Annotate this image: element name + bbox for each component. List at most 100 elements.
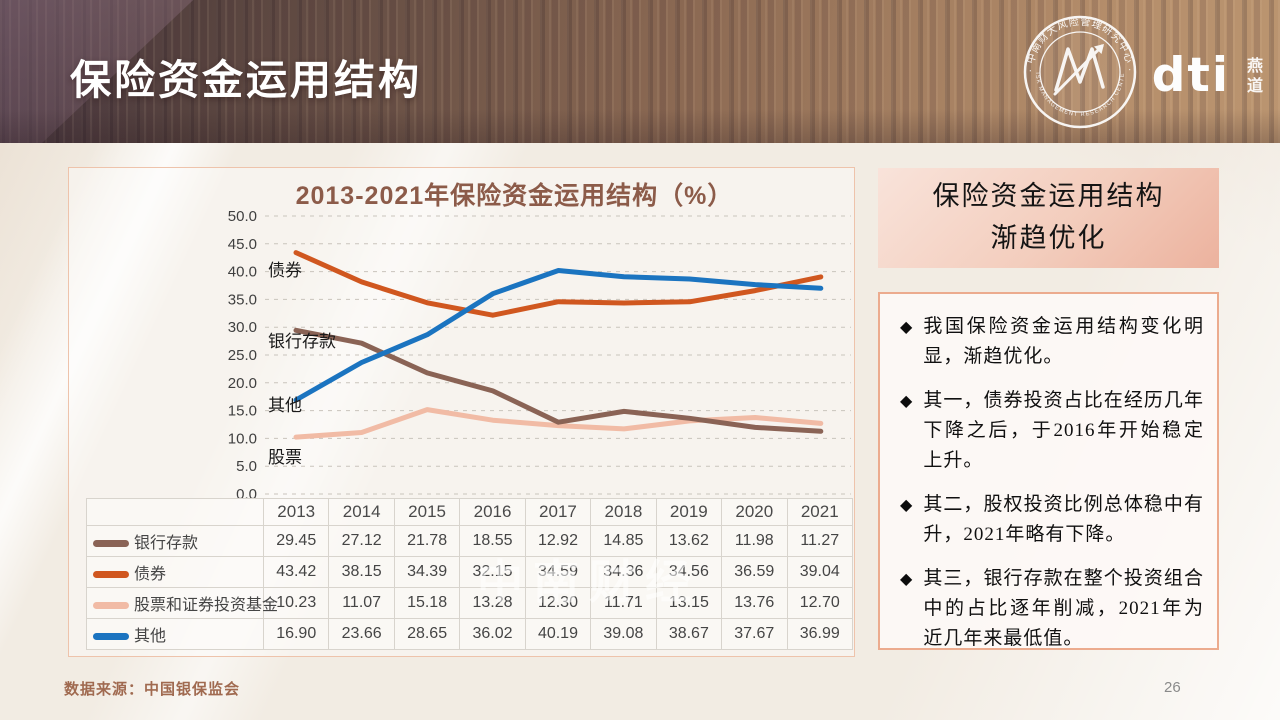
chart-data-table: 2013 2014 2015 2016 2017 2018 2019 2020 2021 银行存款…	[86, 498, 853, 650]
legend-swatch	[93, 633, 129, 641]
value-cell: 29.45	[262, 525, 330, 557]
bullet-text: 我国保险资金运用结构变化明显，渐趋优化。	[923, 316, 1204, 368]
legend-swatch	[93, 602, 129, 610]
value-cell: 34.36	[590, 556, 657, 588]
page-number: 26	[1164, 679, 1181, 696]
year-header-cell: 2015	[393, 498, 461, 526]
panel-title-line2: 渐趋优化	[990, 223, 1107, 253]
series-line-2	[293, 407, 824, 440]
year-header-cell: 2018	[590, 498, 657, 526]
slide-title: 保险资金运用结构	[70, 57, 422, 103]
value-cell: 12.92	[524, 525, 592, 557]
table-header-row: 2013 2014 2015 2016 2017 2018 2019 2020 2021	[86, 498, 853, 526]
dti-logo: dti	[1151, 47, 1230, 103]
value-cell: 13.28	[459, 587, 526, 619]
series-label-cell: 股票和证券投资基金	[86, 587, 278, 619]
value-cell: 15.18	[393, 587, 461, 619]
yandao-logo: 燕道	[1244, 57, 1261, 97]
value-cell: 34.56	[655, 556, 723, 588]
table-row: 股票和证券投资基金 10.23 11.07 15.18 13.28 12.30 11.71 1…	[86, 587, 853, 619]
value-cell: 23.66	[328, 618, 395, 650]
header-banner: 保险资金运用结构 · 中南财大风险管理研究中心 · RISK MANAGEMEN…	[0, 0, 1280, 143]
value-cell: 12.30	[524, 587, 592, 619]
value-cell: 39.08	[590, 618, 657, 650]
legend-swatch	[93, 540, 129, 548]
bullet-item: ◆ 其三，银行存款在整个投资组合中的占比逐年削减，2021年为近几年来最低值。	[900, 564, 1204, 650]
value-cell: 27.12	[328, 525, 395, 557]
bullet-diamond-icon: ◆	[900, 393, 913, 411]
series-label-cell: 债券	[86, 556, 264, 588]
legend-swatch	[93, 571, 129, 579]
value-cell: 36.59	[721, 556, 788, 588]
y-tick-label: 45.0	[228, 236, 257, 253]
table-row: 银行存款 29.45 27.12 21.78 18.55 12.92 14.85 13.62 1…	[86, 525, 853, 557]
value-cell: 11.98	[721, 525, 788, 557]
value-cell: 11.07	[328, 587, 395, 619]
year-header-cell: 2020	[721, 498, 788, 526]
commentary-panel: 保险资金运用结构 渐趋优化 ◆ 我国保险资金运用结构变化明显，渐趋优化。 ◆ 其一，债…	[878, 168, 1219, 650]
value-cell: 32.15	[459, 556, 526, 588]
value-cell: 34.39	[393, 556, 461, 588]
y-tick-label: 30.0	[228, 319, 257, 336]
year-header-cell: 2013	[262, 498, 330, 526]
value-cell: 16.90	[262, 618, 330, 650]
value-cell: 13.15	[655, 587, 723, 619]
y-tick-label: 35.0	[228, 291, 257, 308]
chart-card: 2013-2021年保险资金运用结构（%） 0.0 5.0 10.0 15.0 20.0…	[68, 167, 855, 657]
y-tick-label: 15.0	[228, 403, 257, 420]
value-cell: 40.19	[524, 618, 592, 650]
year-header-cell: 2017	[524, 498, 592, 526]
value-cell: 21.78	[393, 525, 461, 557]
value-cell: 14.85	[590, 525, 657, 557]
data-source-note: 数据来源：中国银保监会	[64, 681, 241, 698]
value-cell: 13.62	[655, 525, 723, 557]
logo-group: · 中南财大风险管理研究中心 · RISK MANAGEMENT RESEARC…	[1020, 8, 1264, 136]
y-tick-label: 50.0	[228, 208, 257, 225]
value-cell: 11.71	[590, 587, 657, 619]
y-tick-label: 5.0	[236, 458, 257, 475]
y-tick-label: 40.0	[228, 264, 257, 281]
series-line-1	[293, 250, 824, 318]
value-cell: 38.15	[328, 556, 395, 588]
year-header-cell: 2016	[459, 498, 526, 526]
value-cell: 18.55	[459, 525, 526, 557]
value-cell: 12.70	[786, 587, 853, 619]
series-inline-label: 债券	[268, 261, 302, 280]
value-cell: 36.02	[459, 618, 526, 650]
research-center-seal-icon: · 中南财大风险管理研究中心 · RISK MANAGEMENT RESEARC…	[1020, 12, 1137, 129]
line-chart: 0.05.010.015.020.025.030.035.040.045.050…	[228, 208, 851, 503]
series-label-cell: 银行存款	[86, 525, 264, 557]
bullet-text: 其一，债券投资占比在经历几年下降之后，于2016年开始稳定上升。	[923, 390, 1204, 472]
year-header-cell: 2019	[655, 498, 723, 526]
table-row: 其他 16.90 23.66 28.65 36.02 40.19 39.08 38.67 37.…	[86, 618, 853, 650]
panel-title: 保险资金运用结构 渐趋优化	[878, 168, 1219, 268]
value-cell: 37.67	[721, 618, 788, 650]
year-header-cell: 2014	[328, 498, 395, 526]
table-corner-cell	[86, 498, 264, 526]
value-cell: 36.99	[786, 618, 853, 650]
bullet-diamond-icon: ◆	[900, 497, 913, 515]
value-cell: 28.65	[393, 618, 461, 650]
value-cell: 38.67	[655, 618, 723, 650]
series-inline-label: 银行存款	[268, 332, 336, 351]
bullet-text: 其三，银行存款在整个投资组合中的占比逐年削减，2021年为近几年来最低值。	[923, 568, 1204, 650]
series-label-cell: 其他	[86, 618, 264, 650]
bullet-item: ◆ 我国保险资金运用结构变化明显，渐趋优化。	[900, 312, 1204, 372]
value-cell: 34.59	[524, 556, 592, 588]
bullet-item: ◆ 其二，股权投资比例总体稳中有升，2021年略有下降。	[900, 490, 1204, 550]
bullet-diamond-icon: ◆	[900, 571, 913, 589]
series-inline-label: 股票	[268, 448, 302, 467]
y-tick-label: 20.0	[228, 375, 257, 392]
panel-title-line1: 保险资金运用结构	[932, 181, 1165, 212]
bullet-item: ◆ 其一，债券投资占比在经历几年下降之后，于2016年开始稳定上升。	[900, 386, 1204, 476]
value-cell: 43.42	[262, 556, 330, 588]
chart-title: 2013-2021年保险资金运用结构（%）	[295, 182, 734, 210]
y-tick-label: 25.0	[228, 347, 257, 364]
value-cell: 11.27	[786, 525, 853, 557]
value-cell: 13.76	[721, 587, 788, 619]
y-tick-label: 10.0	[228, 430, 257, 447]
series-inline-label: 其他	[268, 396, 302, 415]
series-line-3	[293, 268, 824, 403]
value-cell: 39.04	[786, 556, 853, 588]
bullet-diamond-icon: ◆	[900, 319, 913, 336]
